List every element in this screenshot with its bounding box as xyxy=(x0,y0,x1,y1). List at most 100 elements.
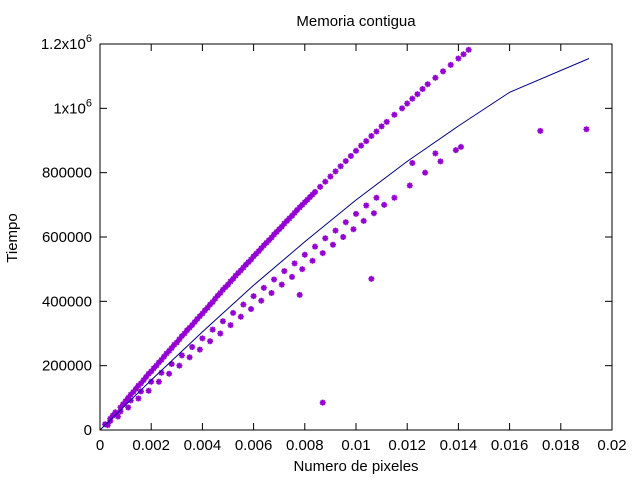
data-point xyxy=(125,404,132,411)
data-point xyxy=(248,306,255,313)
x-tick-label: 0.02 xyxy=(597,437,626,454)
chart-title: Memoria contigua xyxy=(296,13,416,30)
data-point xyxy=(140,377,147,384)
data-point xyxy=(207,301,214,308)
data-point xyxy=(168,344,175,351)
data-point xyxy=(353,210,359,217)
data-point xyxy=(368,132,375,139)
data-point xyxy=(404,100,411,107)
data-point xyxy=(353,147,359,154)
data-point xyxy=(107,417,114,424)
data-point xyxy=(207,338,214,345)
data-point xyxy=(237,313,244,320)
data-point xyxy=(414,91,421,98)
data-point xyxy=(201,307,208,314)
data-point xyxy=(447,61,454,68)
data-point xyxy=(225,281,231,288)
data-point xyxy=(337,163,344,170)
data-point xyxy=(194,316,201,323)
data-point xyxy=(181,330,188,337)
data-point xyxy=(391,194,398,201)
data-point xyxy=(235,270,242,277)
data-point xyxy=(283,217,290,224)
data-point xyxy=(186,324,193,331)
data-point xyxy=(232,272,239,279)
data-point xyxy=(250,253,257,260)
y-axis-title: Tiempo xyxy=(4,213,21,262)
data-point xyxy=(271,231,278,238)
data-point xyxy=(222,284,229,291)
data-point xyxy=(168,361,175,368)
data-point xyxy=(219,318,226,325)
data-point xyxy=(176,362,183,369)
data-point xyxy=(347,152,354,159)
data-point xyxy=(163,350,170,357)
y-tick-label: 0 xyxy=(84,422,92,439)
data-point xyxy=(291,260,298,267)
data-point xyxy=(258,297,265,304)
data-point xyxy=(358,142,365,149)
x-tick-label: 0.002 xyxy=(132,437,170,454)
data-point xyxy=(148,368,155,375)
data-point xyxy=(148,378,155,385)
data-point xyxy=(432,150,439,157)
data-point xyxy=(301,199,308,206)
data-point xyxy=(289,212,295,219)
x-tick-label: 0.004 xyxy=(184,437,222,454)
data-point xyxy=(263,239,270,246)
data-point xyxy=(273,228,280,235)
data-point xyxy=(342,219,349,226)
data-point xyxy=(135,395,142,402)
data-point xyxy=(312,188,319,195)
data-point xyxy=(150,365,157,372)
data-point xyxy=(245,259,252,266)
data-point xyxy=(258,245,265,252)
data-point xyxy=(109,412,116,419)
data-point xyxy=(368,275,375,282)
data-point xyxy=(299,201,306,208)
data-point xyxy=(268,289,275,296)
data-point xyxy=(127,391,134,398)
data-point xyxy=(120,401,127,408)
data-point xyxy=(537,127,544,134)
data-point xyxy=(260,284,267,291)
data-point xyxy=(189,322,196,329)
data-point xyxy=(409,160,416,167)
data-point xyxy=(317,183,324,190)
data-point xyxy=(117,404,124,411)
data-point xyxy=(322,178,329,185)
x-tick-label: 0.006 xyxy=(235,437,273,454)
y-tick-label: 200000 xyxy=(42,358,92,375)
data-point xyxy=(204,304,211,311)
data-point xyxy=(158,356,165,363)
x-tick-label: 0 xyxy=(96,437,104,454)
data-point xyxy=(196,313,203,320)
data-point xyxy=(178,333,185,340)
data-point xyxy=(406,182,413,189)
x-tick-label: 0.016 xyxy=(491,437,529,454)
data-point xyxy=(137,380,144,387)
data-point xyxy=(265,237,272,244)
plot-frame xyxy=(99,43,613,431)
data-point xyxy=(155,378,162,385)
data-point xyxy=(240,301,247,308)
y-tick-label: 800000 xyxy=(42,165,92,182)
data-point xyxy=(130,389,137,396)
data-point xyxy=(227,322,234,329)
data-point xyxy=(370,210,377,217)
data-point xyxy=(248,256,255,263)
data-point xyxy=(191,318,198,325)
data-point xyxy=(155,359,162,366)
data-point xyxy=(230,309,237,316)
data-point xyxy=(278,281,285,288)
data-point xyxy=(125,394,132,401)
data-point xyxy=(309,191,316,198)
data-point xyxy=(242,261,249,268)
data-point xyxy=(102,421,109,428)
data-point xyxy=(306,194,313,201)
y-tick-label: 1x106 xyxy=(53,97,92,117)
data-point xyxy=(186,354,193,361)
data-point xyxy=(137,388,144,395)
data-point xyxy=(332,168,339,175)
data-point xyxy=(199,335,206,342)
